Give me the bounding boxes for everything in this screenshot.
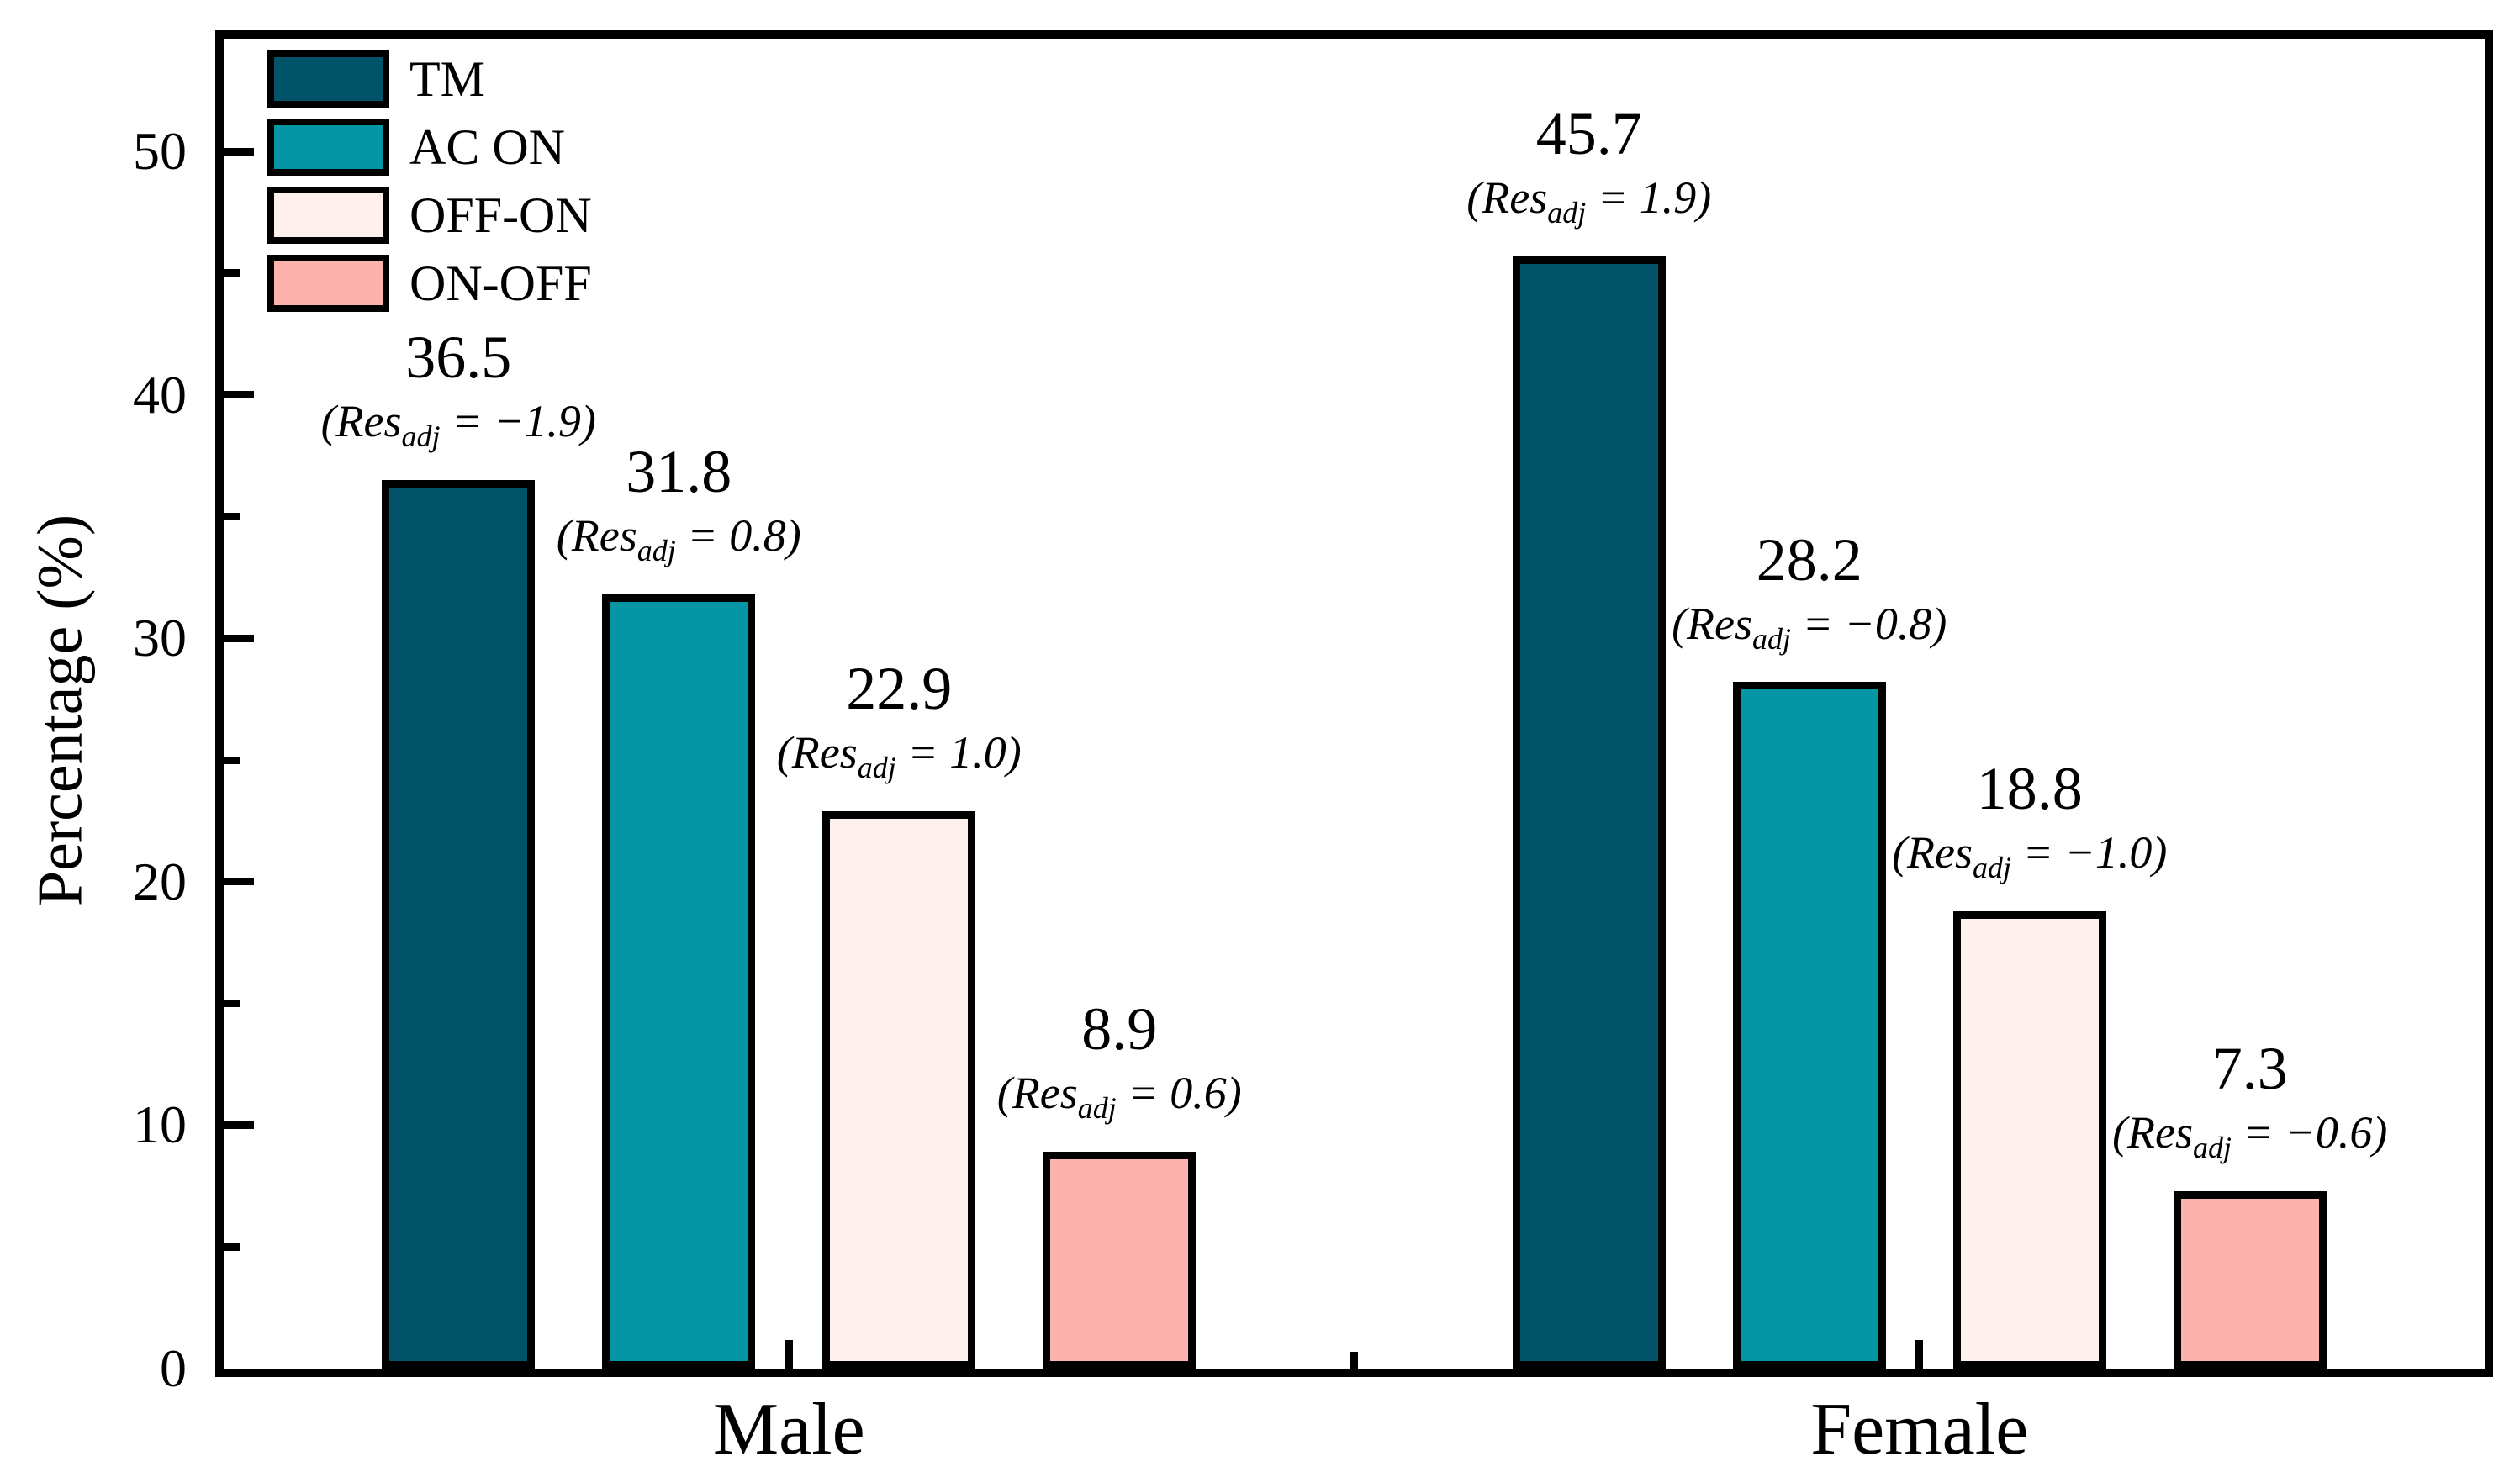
bar-value: 8.9 [1081, 995, 1158, 1063]
bar-AC ON-Female [1732, 682, 1886, 1369]
y-tick-label: 50 [133, 121, 187, 181]
y-major-tick [224, 391, 254, 399]
y-tick-label: 30 [133, 608, 187, 668]
y-minor-tick [224, 512, 240, 520]
bar-TM-Male [382, 479, 536, 1369]
bar-value: 7.3 [2211, 1034, 2288, 1102]
bar-value-label: 7.3 (Resadj = −0.6) [1956, 1031, 2520, 1184]
legend-item-OFF-ON: OFF-ON [267, 187, 592, 244]
bar-res-adj: (Resadj = −1.9) [320, 396, 596, 453]
bar-value: 45.7 [1535, 99, 1642, 167]
bar-OFF-ON-Male [822, 810, 976, 1369]
legend-label: OFF-ON [409, 187, 592, 243]
legend-swatch [267, 255, 389, 312]
y-major-tick [224, 147, 254, 156]
bar-value: 22.9 [846, 655, 953, 723]
bar-OFF-ON-Female [1952, 910, 2106, 1369]
bar-value-label: 31.8 (Resadj = 0.8) [384, 435, 973, 588]
y-major-tick [224, 878, 254, 886]
category-label: Male [712, 1389, 865, 1470]
y-major-tick [224, 1121, 254, 1129]
y-tick-label: 40 [133, 364, 187, 425]
bar-value-label: 36.5 (Resadj = −1.9) [164, 320, 753, 473]
category-label: Female [1810, 1389, 2029, 1470]
x-minor-tick [1350, 1352, 1358, 1369]
bar-ON-OFF-Male [1043, 1152, 1197, 1369]
legend-label: TM [409, 51, 485, 107]
legend-item-AC ON: AC ON [267, 119, 592, 176]
bar-AC ON-Male [602, 594, 756, 1369]
y-tick-label: 20 [133, 851, 187, 911]
x-major-tick [785, 1340, 793, 1369]
legend-item-ON-OFF: ON-OFF [267, 255, 592, 312]
bar-res-adj: (Resadj = 0.8) [556, 510, 801, 568]
bar-value-label: 8.9 (Resadj = 0.6) [825, 992, 1413, 1145]
y-minor-tick [224, 756, 240, 764]
bar-value-label: 28.2 (Resadj = −0.8) [1515, 522, 2104, 675]
bar-value-label: 18.8 (Resadj = −1.0) [1735, 752, 2324, 905]
bar-TM-Female [1512, 256, 1666, 1369]
bar-res-adj: (Resadj = −0.6) [2112, 1106, 2388, 1164]
legend-swatch [267, 187, 389, 244]
bar-value: 31.8 [626, 438, 732, 506]
bar-res-adj: (Resadj = −0.8) [1672, 598, 1947, 656]
bar-res-adj: (Resadj = 1.9) [1466, 171, 1712, 230]
legend-swatch [267, 50, 389, 108]
y-minor-tick [224, 1242, 240, 1251]
y-major-tick [224, 634, 254, 642]
x-major-tick [1915, 1340, 1924, 1369]
y-minor-tick [224, 269, 240, 277]
legend-swatch [267, 119, 389, 176]
bar-value-label: 45.7 (Resadj = 1.9) [1295, 97, 1883, 250]
legend-label: AC ON [409, 119, 566, 175]
bar-ON-OFF-Female [2173, 1190, 2327, 1369]
plot-frame [215, 30, 2493, 1377]
legend-label: ON-OFF [409, 256, 592, 311]
bar-res-adj: (Resadj = −1.0) [1892, 826, 2168, 884]
legend-item-TM: TM [267, 50, 592, 108]
bar-value-label: 22.9 (Resadj = 1.0) [605, 652, 1193, 805]
legend: TM AC ON OFF-ON ON-OFF [267, 50, 592, 312]
y-tick-label: 0 [160, 1338, 187, 1398]
bar-value: 36.5 [405, 324, 512, 392]
bar-res-adj: (Resadj = 0.6) [996, 1068, 1242, 1126]
bar-value: 18.8 [1976, 754, 2083, 822]
y-minor-tick [224, 1000, 240, 1008]
y-tick-label: 10 [133, 1095, 187, 1155]
bar-value: 28.2 [1756, 525, 1862, 594]
bar-res-adj: (Resadj = 1.0) [776, 727, 1022, 784]
